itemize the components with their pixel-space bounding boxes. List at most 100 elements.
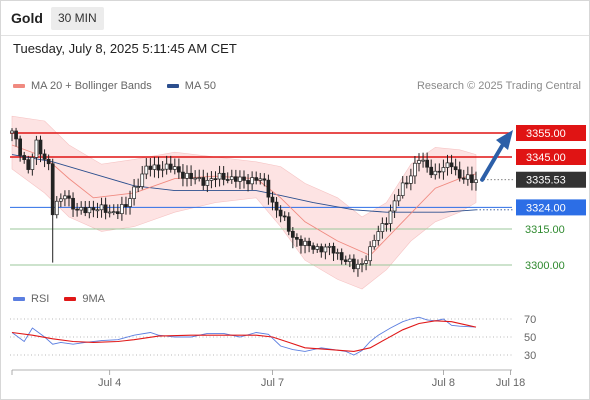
candle-body	[38, 139, 43, 155]
candle-body	[221, 172, 226, 180]
candle-body	[303, 240, 307, 246]
candle-body	[400, 182, 405, 196]
candle-body	[144, 165, 149, 175]
candle-body	[266, 179, 271, 198]
candle-body	[339, 252, 344, 261]
level-label: 3355.00	[526, 128, 566, 140]
candle-body	[372, 239, 377, 248]
candle-body	[311, 245, 316, 250]
candle-body	[34, 139, 39, 158]
candle-body	[388, 210, 393, 224]
candle-body	[91, 207, 96, 211]
candle-body	[132, 186, 136, 199]
candle-body	[429, 166, 434, 176]
candle-body	[115, 211, 120, 215]
pivot-tag	[516, 199, 586, 216]
candle-body	[75, 208, 79, 211]
candle-body	[181, 171, 185, 179]
legend-label-ma20: MA 20 + Bollinger Bands	[31, 80, 152, 92]
candle-body	[323, 246, 328, 253]
candle-body	[453, 166, 458, 171]
x-tick-label: Jul 4	[98, 377, 121, 389]
legend-swatch-ma50	[166, 84, 179, 88]
candle-body	[465, 174, 470, 180]
level-label: 3335.53	[526, 175, 566, 187]
candle-body	[376, 231, 381, 241]
candle-body	[286, 216, 291, 232]
candle-body	[229, 176, 234, 180]
candle-body	[83, 207, 88, 214]
candle-body	[209, 178, 214, 181]
candle-body	[356, 263, 360, 270]
candle-body	[258, 178, 263, 181]
candle-body	[307, 240, 311, 247]
rsi-tick-label: 70	[524, 314, 536, 326]
level-label: 3324.00	[526, 202, 566, 214]
instrument-title: Gold	[11, 10, 43, 26]
rsi-tick-label: 30	[524, 350, 536, 362]
candle-body	[225, 179, 230, 181]
candle-body	[327, 245, 332, 248]
timeframe-button[interactable]: 30 MIN	[51, 7, 104, 30]
candle-body	[71, 197, 75, 210]
candle-body	[152, 164, 157, 170]
candle-body	[364, 260, 368, 264]
candle-body	[120, 204, 124, 215]
candle-body	[22, 155, 27, 160]
candle-body	[42, 153, 47, 160]
rsi-panel: 70 50 30	[10, 314, 536, 362]
indicator-legend: RSI 9MA	[13, 293, 105, 305]
candle-body	[234, 176, 238, 182]
candle-body	[14, 130, 18, 140]
candle-body	[335, 252, 340, 254]
legend-swatch-rsi	[13, 297, 25, 301]
candle-body	[417, 160, 421, 164]
datetime-label: Tuesday, July 8, 2025 5:11:45 AM CET	[13, 41, 237, 56]
level-label: 3315.00	[525, 224, 565, 236]
candle-body	[238, 176, 242, 182]
candle-body	[26, 159, 31, 170]
candle-body	[449, 162, 454, 168]
legend-swatch-ma20	[13, 84, 25, 88]
x-tick-label: Jul 7	[261, 377, 284, 389]
candle-body	[107, 211, 112, 214]
candle-body	[270, 196, 275, 203]
candle-body	[457, 169, 462, 179]
candle-body	[246, 180, 250, 185]
candle-body	[63, 195, 67, 200]
candle-body	[189, 172, 193, 180]
candle-body	[368, 246, 373, 262]
bollinger-band-layer	[11, 115, 477, 290]
candle-body	[156, 164, 161, 171]
legend-label-rsi: RSI	[31, 293, 50, 305]
candle-body	[95, 209, 100, 212]
candle-body	[413, 162, 417, 177]
candle-body	[474, 179, 478, 183]
legend-item-rsi: RSI	[13, 293, 49, 305]
candle-body	[50, 163, 55, 216]
candle-body	[160, 168, 165, 171]
candle-body	[79, 207, 84, 211]
target-arrow-layer	[480, 130, 513, 182]
resistance-tag	[516, 149, 586, 165]
candle-body	[282, 215, 287, 218]
candles-layer	[10, 127, 478, 277]
candle-body	[172, 166, 177, 170]
candle-body	[319, 246, 324, 253]
candle-body	[295, 237, 299, 240]
candle-body	[470, 174, 474, 183]
candle-body	[437, 170, 442, 173]
candle-body	[164, 163, 169, 170]
candle-body	[140, 173, 145, 187]
resistance-tag	[516, 125, 586, 141]
candle-body	[197, 177, 202, 179]
candle-body	[217, 172, 222, 180]
candle-body	[201, 177, 206, 186]
candle-body	[242, 176, 246, 181]
candle-body	[404, 182, 409, 185]
legend-swatch-9ma	[64, 297, 77, 301]
rsi-line	[11, 316, 477, 356]
candle-body	[433, 170, 438, 176]
candle-body	[445, 162, 450, 168]
